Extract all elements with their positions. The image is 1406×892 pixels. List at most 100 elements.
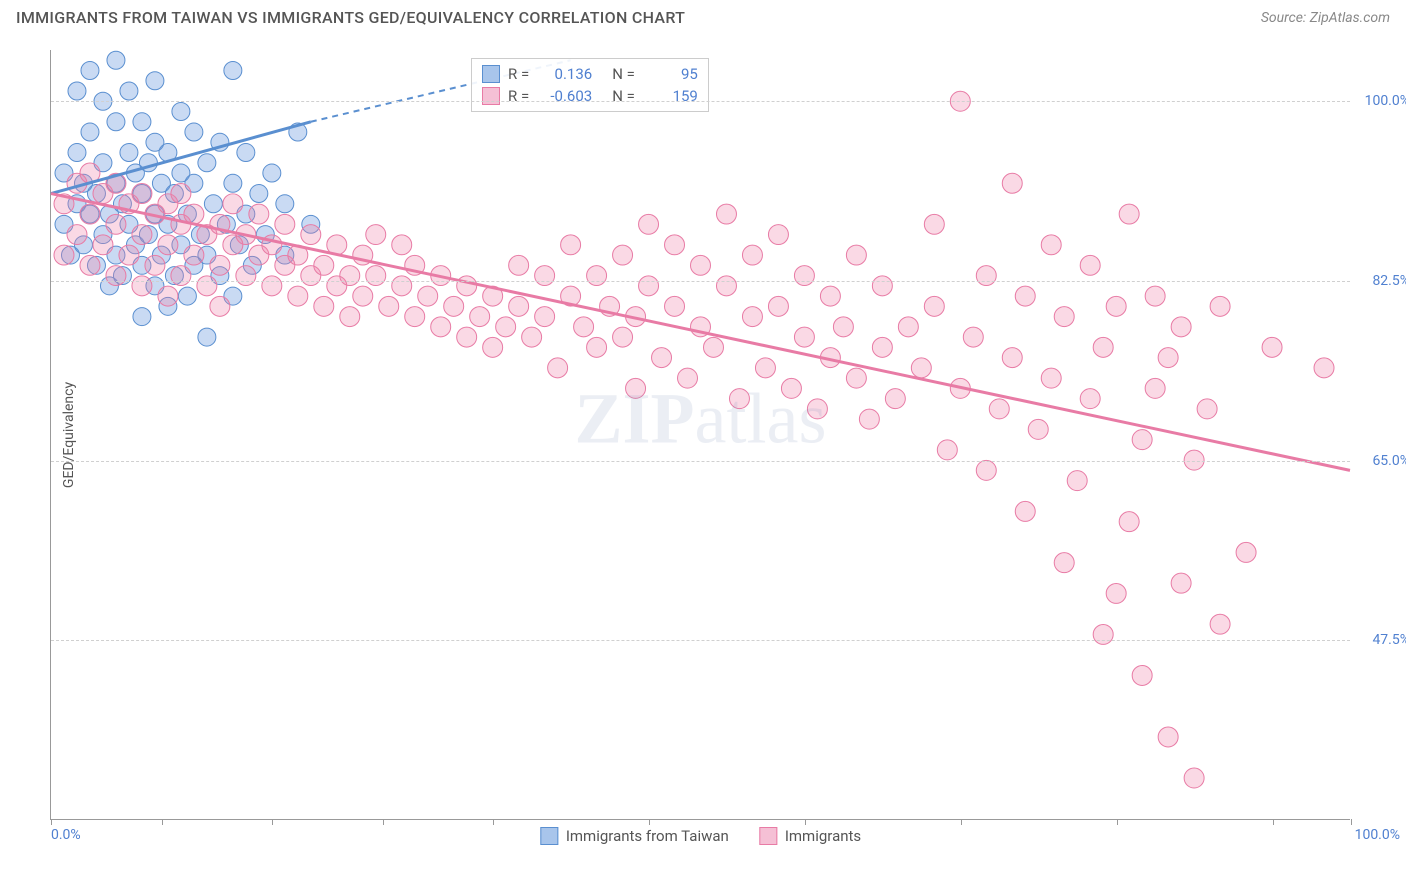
data-point <box>535 266 555 286</box>
data-point <box>262 276 282 296</box>
data-point <box>1002 173 1022 193</box>
x-tick <box>1117 819 1118 825</box>
legend-swatch <box>540 827 558 845</box>
data-point <box>1197 399 1217 419</box>
data-point <box>80 204 100 224</box>
stat-n-value: 95 <box>643 65 698 83</box>
data-point <box>665 235 685 255</box>
data-point <box>898 317 918 337</box>
data-point <box>276 195 294 213</box>
data-point <box>989 399 1009 419</box>
data-point <box>1015 501 1035 521</box>
data-point <box>820 286 840 306</box>
data-point <box>145 255 165 275</box>
stat-n-label: N = <box>612 65 635 83</box>
data-point <box>146 72 164 90</box>
data-point <box>574 317 594 337</box>
data-point <box>1080 255 1100 275</box>
data-point <box>1158 727 1178 747</box>
chart-title: IMMIGRANTS FROM TAIWAN VS IMMIGRANTS GED… <box>16 8 685 27</box>
grid-line <box>51 640 1350 641</box>
data-point <box>768 296 788 316</box>
data-point <box>250 185 268 203</box>
data-point <box>911 358 931 378</box>
x-tick <box>805 819 806 825</box>
data-point <box>249 204 269 224</box>
x-tick <box>383 819 384 825</box>
data-point <box>846 245 866 265</box>
scatter-plot-svg <box>51 50 1350 819</box>
data-point <box>1171 573 1191 593</box>
data-point <box>171 184 191 204</box>
data-point <box>1106 296 1126 316</box>
legend-swatch <box>759 827 777 845</box>
correlation-stats-box: R =0.136N =95R =-0.603N =159 <box>471 58 709 112</box>
data-point <box>872 337 892 357</box>
x-tick <box>162 819 163 825</box>
chart-legend: Immigrants from TaiwanImmigrants <box>540 827 861 845</box>
data-point <box>392 235 412 255</box>
data-point <box>237 144 255 162</box>
data-point <box>223 194 243 214</box>
data-point <box>937 440 957 460</box>
data-point <box>652 348 672 368</box>
data-point <box>314 296 334 316</box>
data-point <box>1028 419 1048 439</box>
data-point <box>1314 358 1334 378</box>
data-point <box>366 225 386 245</box>
data-point <box>729 389 749 409</box>
data-point <box>366 266 386 286</box>
data-point <box>1145 378 1165 398</box>
data-point <box>742 307 762 327</box>
data-point <box>1054 553 1074 573</box>
data-point <box>120 82 138 100</box>
data-point <box>1210 296 1230 316</box>
data-point <box>120 144 138 162</box>
data-point <box>561 235 581 255</box>
data-point <box>794 327 814 347</box>
data-point <box>755 358 775 378</box>
data-point <box>444 296 464 316</box>
x-axis-max-label: 100.0% <box>1355 827 1400 843</box>
data-point <box>107 113 125 131</box>
data-point <box>198 328 216 346</box>
data-point <box>1132 430 1152 450</box>
data-point <box>768 225 788 245</box>
data-point <box>119 245 139 265</box>
data-point <box>204 195 222 213</box>
x-tick <box>51 819 52 825</box>
data-point <box>210 255 230 275</box>
data-point <box>470 307 490 327</box>
data-point <box>210 296 230 316</box>
data-point <box>392 276 412 296</box>
stats-row: R =0.136N =95 <box>482 63 698 85</box>
data-point <box>587 337 607 357</box>
y-tick-label: 100.0% <box>1365 93 1406 109</box>
data-point <box>418 286 438 306</box>
data-point <box>1041 235 1061 255</box>
data-point <box>133 113 151 131</box>
data-point <box>859 409 879 429</box>
legend-item: Immigrants from Taiwan <box>540 827 729 845</box>
data-point <box>457 276 477 296</box>
data-point <box>1119 204 1139 224</box>
series-swatch <box>482 65 500 83</box>
data-point <box>587 266 607 286</box>
data-point <box>716 204 736 224</box>
data-point <box>639 214 659 234</box>
data-point <box>353 286 373 306</box>
data-point <box>1002 348 1022 368</box>
data-point <box>846 368 866 388</box>
data-point <box>197 276 217 296</box>
data-point <box>172 103 190 121</box>
data-point <box>1119 512 1139 532</box>
data-point <box>1262 337 1282 357</box>
data-point <box>340 307 360 327</box>
source-attribution: Source: ZipAtlas.com <box>1261 10 1390 26</box>
data-point <box>405 307 425 327</box>
data-point <box>522 327 542 347</box>
data-point <box>106 214 126 234</box>
data-point <box>703 337 723 357</box>
data-point <box>68 144 86 162</box>
data-point <box>80 255 100 275</box>
